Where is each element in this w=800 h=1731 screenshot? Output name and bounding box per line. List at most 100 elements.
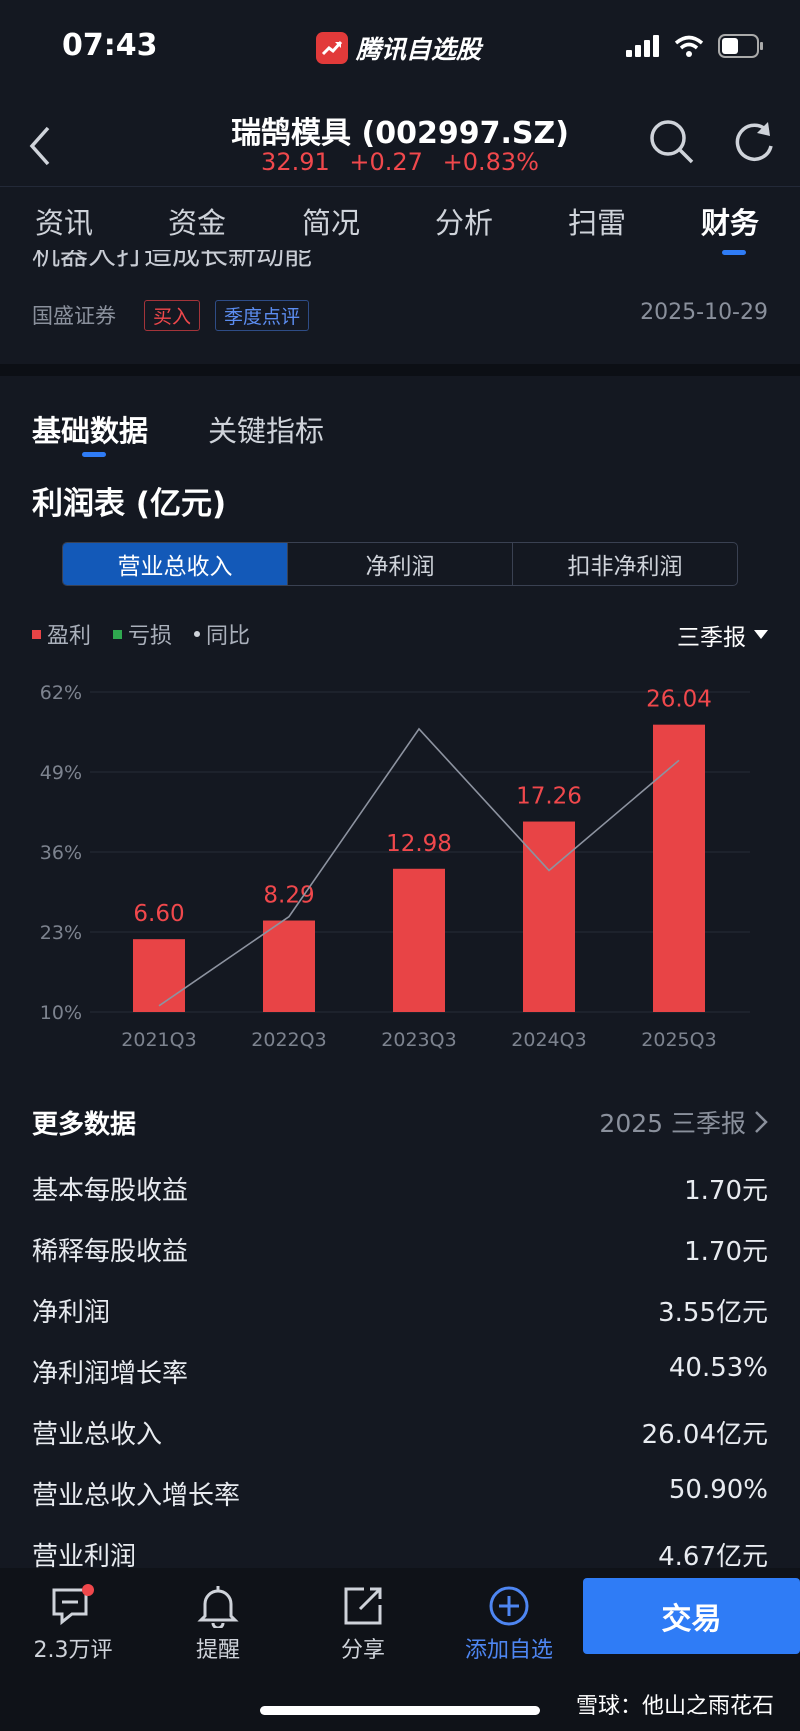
page-title: 瑞鹄模具 (002997.SZ): [231, 116, 569, 151]
chevron-left-icon: [29, 126, 50, 166]
search-icon: [650, 120, 694, 164]
share-icon: [344, 1587, 382, 1625]
bar-value-label: 6.60: [133, 901, 184, 927]
app-logo-icon: [316, 32, 348, 64]
x-tick-label: 2021Q3: [121, 1029, 196, 1051]
segment-adjusted-net-profit[interactable]: 扣非净利润: [567, 554, 683, 580]
bar-value-label: 26.04: [646, 687, 712, 713]
chevron-right-icon: [755, 1111, 768, 1133]
y-tick-label: 36%: [40, 842, 82, 864]
status-time: 07:43: [62, 28, 158, 63]
alert-button[interactable]: 提醒: [163, 1580, 273, 1664]
metric-segmented-control: 营业总收入 净利润 扣非净利润: [62, 542, 738, 586]
segment-net-profit[interactable]: 净利润: [288, 543, 513, 585]
data-row-value: 1.70元: [684, 1237, 768, 1267]
subtab-basic-data[interactable]: 基础数据: [32, 414, 149, 448]
report-type-badge: 季度点评: [215, 300, 310, 331]
data-row-label: 净利润增长率: [32, 1359, 189, 1389]
stock-change: +0.27: [349, 148, 423, 176]
watermark-text: 雪球：他山之雨花石: [575, 1694, 774, 1719]
status-app: 腾讯自选股: [316, 30, 481, 66]
comments-button[interactable]: 2.3万评: [18, 1580, 128, 1664]
stock-change-pct: +0.83%: [442, 148, 539, 176]
trade-button[interactable]: 交易: [583, 1578, 800, 1654]
data-row: 基本每股收益 1.70元: [32, 1170, 768, 1207]
data-row-label: 稀释每股收益: [32, 1237, 189, 1267]
yoy-dot-icon: [194, 631, 201, 637]
section-separator: [0, 364, 800, 376]
tab-risk-scan[interactable]: 扫雷: [568, 206, 627, 240]
more-data-title: 更多数据: [32, 1110, 137, 1140]
refresh-button[interactable]: [730, 118, 778, 166]
plus-circle-icon: [489, 1586, 529, 1626]
segment-total-revenue[interactable]: 营业总收入: [63, 543, 288, 585]
back-button[interactable]: [22, 124, 62, 168]
tab-active-indicator: [722, 250, 746, 255]
add-watchlist-button[interactable]: 添加自选: [454, 1580, 564, 1664]
legend-loss-label: 亏损: [128, 624, 173, 649]
data-row-label: 营业总收入: [32, 1420, 163, 1450]
battery-icon: [718, 34, 763, 58]
stock-price: 32.91: [261, 148, 330, 176]
x-tick-label: 2023Q3: [381, 1029, 456, 1051]
news-date: 2025-10-29: [640, 300, 768, 325]
tab-news[interactable]: 资讯: [35, 206, 94, 240]
tab-analysis[interactable]: 分析: [435, 206, 494, 240]
legend-profit-label: 盈利: [47, 624, 92, 649]
section-title: 利润表 (亿元): [32, 486, 227, 522]
alert-label: 提醒: [195, 1638, 240, 1663]
bar-value-label: 12.98: [386, 831, 452, 857]
refresh-icon: [735, 122, 773, 161]
add-watchlist-label: 添加自选: [464, 1638, 553, 1663]
revenue-chart: 62% 49% 36% 23% 10% 6.60 2021Q3 8.29 2022Q3 12.98…: [40, 682, 750, 1051]
wifi-icon: [674, 35, 704, 57]
data-row-value: 1.70元: [684, 1176, 768, 1206]
share-label: 分享: [340, 1638, 385, 1663]
app-name: 腾讯自选股: [356, 35, 482, 64]
news-source: 国盛证券: [32, 304, 116, 328]
y-tick-label: 62%: [40, 682, 82, 704]
data-row: 营业总收入 26.04亿元: [32, 1414, 768, 1451]
data-row-value: 50.90%: [668, 1475, 768, 1505]
data-row-label: 净利润: [32, 1298, 111, 1328]
search-button[interactable]: [648, 118, 696, 166]
status-icons: [626, 34, 764, 58]
bar-value-label: 8.29: [263, 883, 314, 909]
y-tick-label: 10%: [40, 1002, 82, 1024]
data-row-label: 营业利润: [32, 1542, 137, 1572]
data-row-label: 营业总收入增长率: [32, 1481, 241, 1511]
period-dropdown[interactable]: 三季报: [677, 618, 768, 652]
legend-loss: 亏损: [113, 618, 172, 650]
y-tick-label: 49%: [40, 762, 82, 784]
data-row-value: 26.04亿元: [641, 1420, 768, 1450]
data-row-label: 基本每股收益: [32, 1176, 189, 1206]
data-row: 净利润增长率 40.53%: [32, 1353, 768, 1390]
data-row: 净利润 3.55亿元: [32, 1292, 768, 1329]
header-divider: [0, 186, 800, 187]
subtab-key-metrics[interactable]: 关键指标: [208, 414, 325, 448]
signal-icon: [626, 35, 659, 57]
tab-funds[interactable]: 资金: [168, 206, 227, 240]
yoy-line: [158, 727, 680, 1007]
news-title[interactable]: 机器人打造成长新动能: [32, 250, 313, 271]
tab-profile[interactable]: 简况: [302, 206, 361, 240]
data-row-value: 3.55亿元: [658, 1298, 768, 1328]
period-dropdown-label: 三季报: [677, 625, 746, 651]
bar-value-label: 17.26: [516, 784, 582, 810]
subtab-active-indicator: [82, 452, 106, 457]
data-row: 稀释每股收益 1.70元: [32, 1231, 768, 1268]
chart-legend: 盈利 亏损 同比: [32, 618, 250, 650]
share-button[interactable]: 分享: [308, 1580, 418, 1664]
y-tick-label: 23%: [40, 922, 82, 944]
x-tick-label: 2025Q3: [641, 1029, 716, 1051]
stock-quote: 32.91 +0.27 +0.83%: [0, 148, 800, 176]
more-data-period[interactable]: 2025 三季报: [599, 1104, 768, 1140]
legend-yoy-label: 同比: [206, 624, 251, 649]
x-tick-label: 2022Q3: [251, 1029, 326, 1051]
data-row: 营业利润 4.67亿元: [32, 1536, 768, 1573]
tab-finance[interactable]: 财务: [701, 206, 760, 240]
bar: [393, 868, 445, 1012]
bar: [263, 920, 315, 1012]
bell-icon: [197, 1586, 239, 1628]
tab-bar: 资讯 资金 简况 分析 扫雷 财务: [0, 200, 800, 260]
